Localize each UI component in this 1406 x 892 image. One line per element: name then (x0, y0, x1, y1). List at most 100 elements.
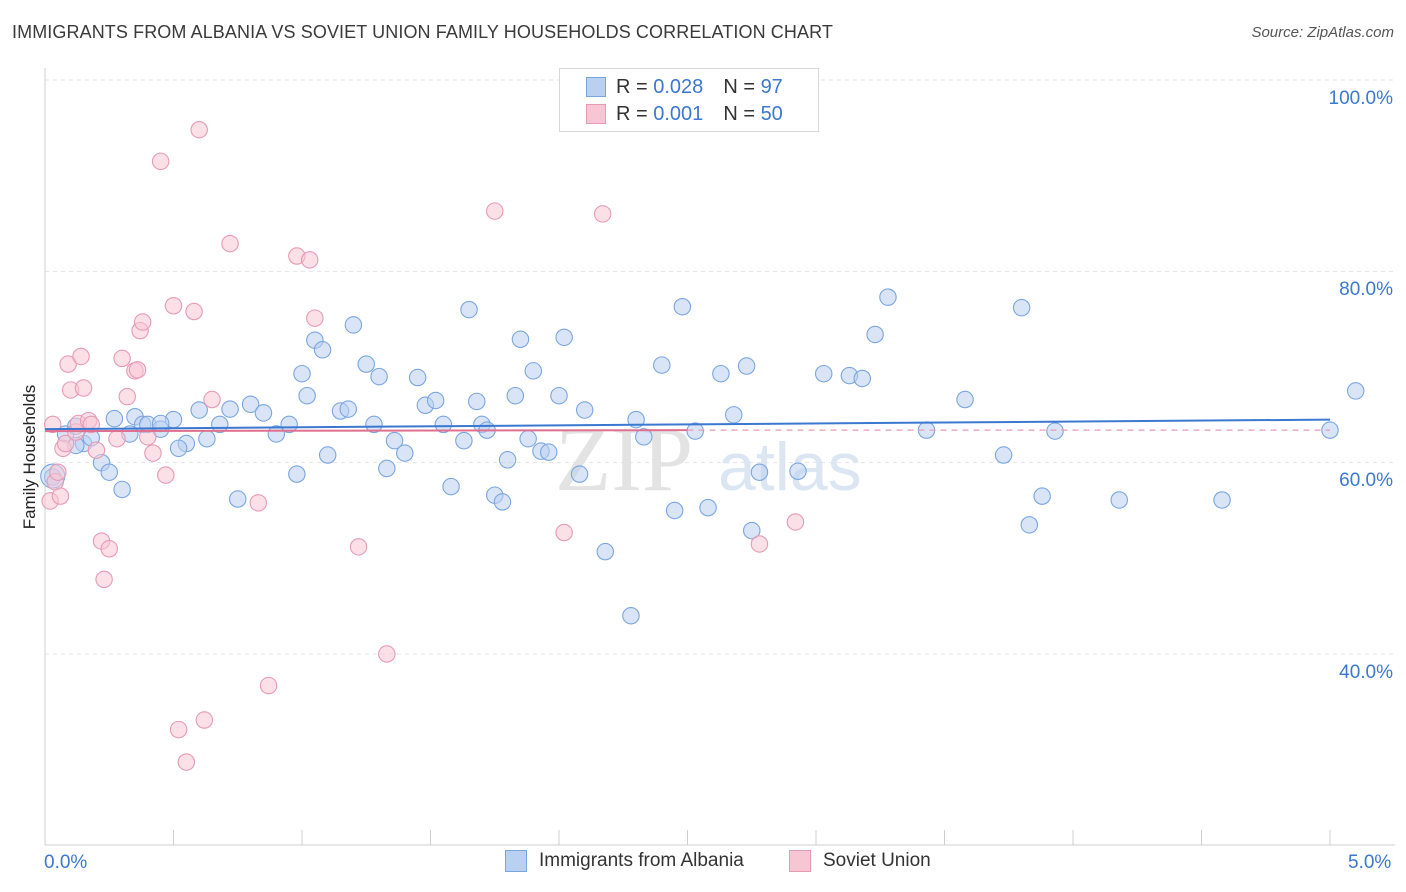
x-axis-min-label: 0.0% (44, 852, 88, 873)
soviet-point (190, 120, 208, 139)
albania-point (241, 395, 260, 414)
albania-point (370, 367, 388, 386)
albania-trend-line (44, 418, 1331, 431)
albania-point (519, 429, 537, 448)
albania-point (699, 498, 717, 517)
albania-point (596, 542, 615, 561)
albania-point (100, 463, 119, 481)
bottom-legend-swatch-albania (505, 850, 527, 872)
albania-point (866, 325, 884, 344)
chart-title: IMMIGRANTS FROM ALBANIA VS SOVIET UNION … (12, 22, 833, 42)
albania-point (1346, 382, 1365, 400)
albania-points (40, 288, 1365, 625)
legend-n-label: N = (723, 75, 755, 98)
albania-point (378, 459, 396, 478)
stats-legend: R = 0.028 N = 97 R = 0.001 N = 50 (559, 68, 819, 132)
soviet-point (259, 676, 278, 695)
legend-r-label: R = (616, 75, 648, 98)
albania-point (288, 465, 306, 483)
albania-point (468, 392, 486, 411)
bottom-legend-albania: Immigrants from Albania (505, 850, 744, 872)
albania-point (789, 462, 807, 481)
soviet-point (203, 390, 221, 409)
albania-point (575, 401, 594, 419)
legend-n-label: N = (723, 102, 755, 125)
soviet-point (555, 523, 573, 542)
soviet-point (56, 434, 75, 453)
soviet-point (378, 645, 396, 663)
legend-n-value-albania: 97 (760, 75, 783, 98)
soviet-point (87, 441, 106, 459)
albania-point (511, 330, 530, 349)
albania-point (357, 355, 375, 373)
albania-point (385, 431, 404, 450)
albania-point (293, 364, 311, 383)
albania-point (169, 439, 188, 458)
soviet-point (485, 202, 504, 220)
albania-point (434, 415, 453, 434)
albania-point (853, 369, 872, 388)
y-tick-labels: 100.0% 80.0% 60.0% 40.0% (1329, 88, 1394, 683)
albania-point (396, 444, 414, 462)
soviet-point (349, 538, 368, 556)
albania-point (550, 386, 568, 405)
soviet-point (169, 720, 188, 739)
y-tick-label: 60.0% (1339, 470, 1393, 491)
soviet-point (750, 535, 769, 553)
soviet-point (221, 234, 239, 253)
albania-point (750, 463, 769, 481)
soviet-point (786, 513, 805, 531)
albania-point (298, 386, 316, 405)
bottom-legend-soviet: Soviet Union (789, 850, 931, 872)
albania-point (493, 493, 512, 511)
albania-point (498, 451, 517, 469)
bottom-legend-label-soviet: Soviet Union (823, 850, 931, 871)
soviet-point (157, 466, 175, 484)
albania-point (229, 490, 247, 508)
albania-point (879, 288, 897, 306)
y-tick-label: 100.0% (1329, 88, 1394, 109)
soviet-point (59, 355, 77, 373)
albania-point (198, 429, 216, 448)
albania-point (1110, 491, 1129, 509)
albania-point (1012, 298, 1031, 317)
watermark-zip: ZIP (555, 408, 693, 510)
soviet-point (249, 494, 268, 512)
soviet-point (74, 379, 93, 397)
albania-point (539, 443, 558, 461)
source-label: Source: ZipAtlas.com (1251, 24, 1394, 41)
albania-point (408, 368, 427, 387)
y-tick-label: 40.0% (1339, 662, 1393, 683)
soviet-point (164, 297, 183, 315)
albania-point (1213, 491, 1231, 509)
legend-r-value-albania: 0.028 (653, 75, 704, 98)
albania-point (344, 316, 363, 334)
soviet-point (300, 251, 319, 269)
albania-point (105, 409, 124, 428)
albania-point (814, 364, 833, 383)
soviet-point (177, 753, 196, 771)
albania-point (313, 341, 332, 359)
albania-point (455, 431, 473, 450)
albania-point (460, 300, 478, 319)
axes (44, 68, 1395, 846)
soviet-point (195, 711, 214, 729)
albania-point (1033, 487, 1051, 505)
albania-point (673, 297, 692, 316)
soviet-point (185, 302, 203, 321)
albania-point (570, 465, 589, 483)
albania-point (442, 477, 460, 496)
albania-point (426, 391, 445, 410)
albania-point (1020, 516, 1039, 534)
albania-point (280, 415, 298, 434)
legend-row-albania: R = 0.028 N = 97 (586, 75, 783, 99)
albania-point (221, 400, 239, 418)
y-axis-label: Family Households (20, 384, 39, 530)
soviet-point (49, 463, 67, 481)
albania-point (113, 480, 131, 499)
soviet-point (118, 387, 136, 406)
albania-point (622, 606, 640, 625)
soviet-trend-line (44, 429, 688, 433)
soviet-points (41, 120, 805, 771)
